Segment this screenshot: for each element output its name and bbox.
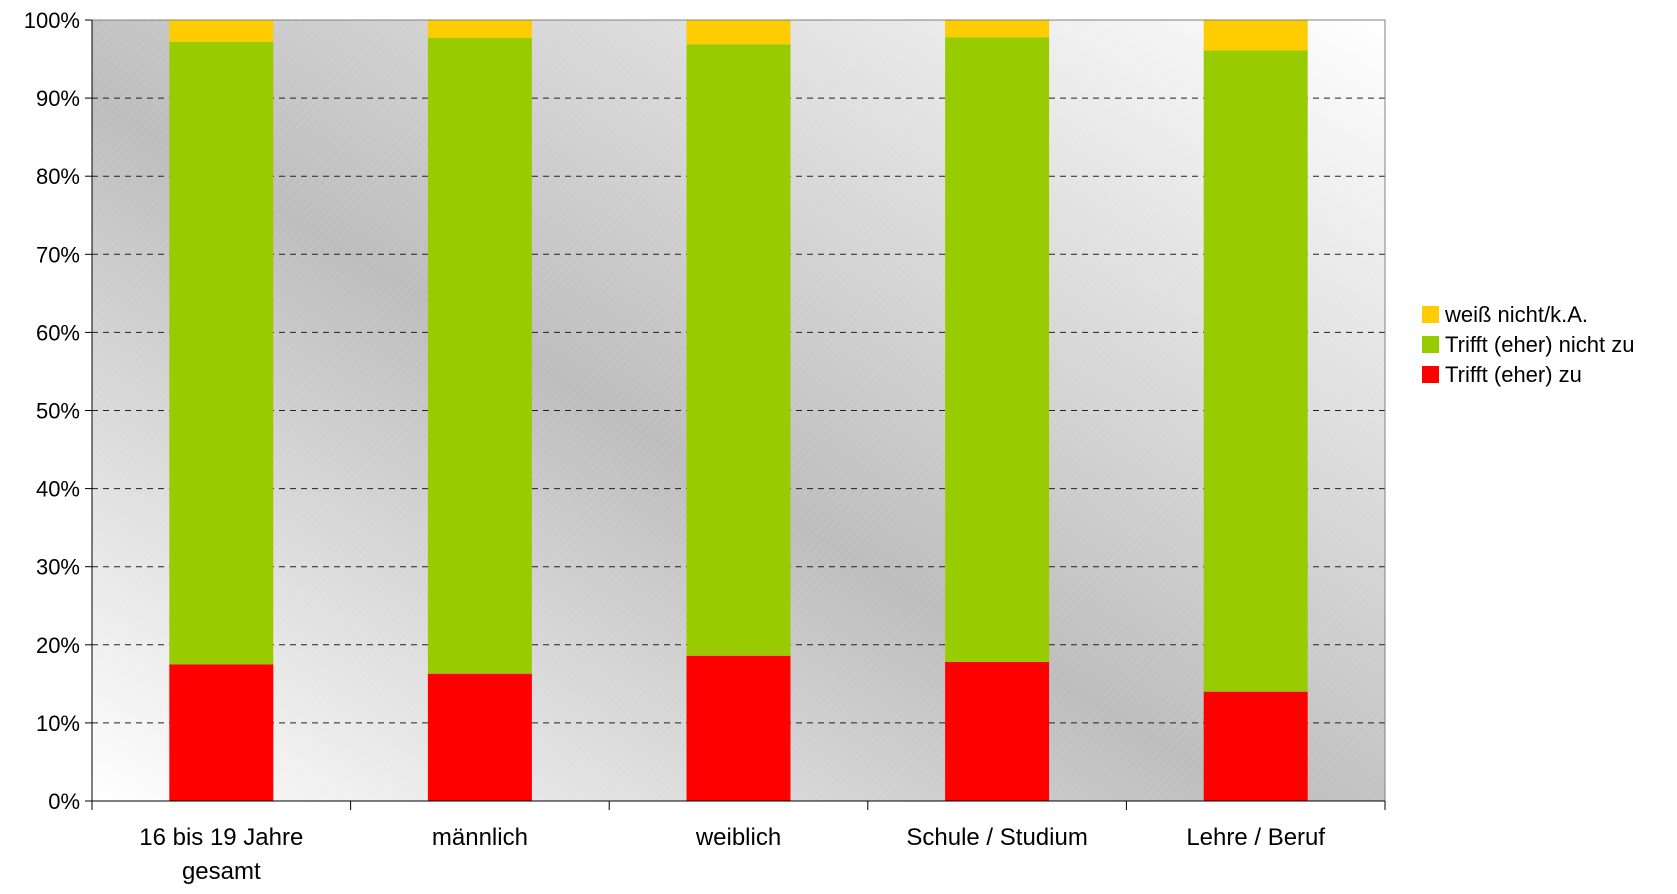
legend-label: weiß nicht/k.A. bbox=[1444, 302, 1588, 327]
bar-segment bbox=[1203, 691, 1308, 801]
legend-label: Trifft (eher) nicht zu bbox=[1445, 332, 1635, 357]
y-tick-label: 80% bbox=[36, 164, 80, 189]
y-tick-label: 20% bbox=[36, 633, 80, 658]
bar-segment bbox=[686, 44, 791, 656]
bar-segment bbox=[686, 20, 791, 45]
y-tick-label: 0% bbox=[48, 789, 80, 814]
x-tick-label: Schule / Studium bbox=[906, 824, 1087, 851]
y-tick-label: 30% bbox=[36, 555, 80, 580]
bar-segment bbox=[945, 20, 1050, 38]
x-tick-label: weiblich bbox=[695, 824, 781, 851]
legend-swatch bbox=[1422, 306, 1439, 323]
bar-segment bbox=[427, 37, 532, 674]
legend-swatch bbox=[1422, 366, 1439, 383]
bar-segment bbox=[1203, 20, 1308, 51]
bar-segment bbox=[686, 655, 791, 801]
legend-label: Trifft (eher) zu bbox=[1445, 362, 1582, 387]
bars bbox=[169, 20, 1308, 801]
y-tick-label: 10% bbox=[36, 711, 80, 736]
y-tick-label: 60% bbox=[36, 320, 80, 345]
y-tick-label: 70% bbox=[36, 242, 80, 267]
legend: weiß nicht/k.A. Trifft (eher) nicht zu Tri… bbox=[1422, 302, 1635, 387]
y-tick-label: 100% bbox=[24, 8, 80, 33]
bar-segment bbox=[427, 673, 532, 801]
legend-swatch bbox=[1422, 336, 1439, 353]
y-tick-label: 40% bbox=[36, 477, 80, 502]
bar-segment bbox=[945, 37, 1050, 662]
bar-segment bbox=[427, 20, 532, 38]
x-tick-label: Lehre / Beruf bbox=[1186, 824, 1325, 851]
axes: 0% 10% 20% 30% 40% 50% 60% 70% 80% 90% 100% 16 bis … bbox=[24, 8, 1386, 885]
y-tick-label: 90% bbox=[36, 86, 80, 111]
x-tick-label: 16 bis 19 Jahre gesamt bbox=[139, 824, 303, 885]
bar-segment bbox=[169, 664, 274, 801]
y-tick-label: 50% bbox=[36, 399, 80, 424]
bar-segment bbox=[169, 20, 274, 42]
bar-segment bbox=[1203, 50, 1308, 692]
bar-segment bbox=[945, 661, 1050, 801]
x-tick-label: männlich bbox=[432, 824, 528, 851]
bar-segment bbox=[169, 41, 274, 665]
